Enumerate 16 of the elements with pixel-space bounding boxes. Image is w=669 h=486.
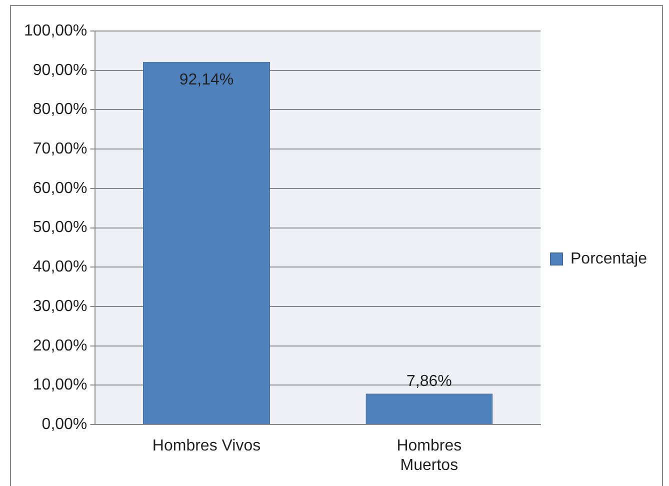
- y-tick-label: 30,00%: [32, 298, 88, 315]
- y-tick-label: 70,00%: [32, 140, 88, 158]
- data-label: 92,14%: [179, 71, 234, 88]
- y-tick-label: 100,00%: [24, 22, 88, 40]
- y-tick-label: 10,00%: [32, 376, 88, 394]
- x-tick-label: Hombres Vivos: [152, 438, 261, 455]
- data-label: 7,86%: [406, 373, 452, 390]
- y-tick-label: 90,00%: [32, 62, 88, 79]
- y-tick-label: 20,00%: [32, 337, 88, 354]
- x-tick-label: Hombres Muertos: [396, 438, 462, 474]
- y-tick-label: 50,00%: [32, 219, 88, 236]
- y-tick-label: 40,00%: [32, 258, 88, 276]
- y-tick-label: 60,00%: [32, 180, 88, 197]
- y-tick-label: 0,00%: [42, 416, 88, 434]
- y-tick-label: 80,00%: [32, 101, 88, 118]
- legend-label: Porcentaje: [570, 250, 648, 268]
